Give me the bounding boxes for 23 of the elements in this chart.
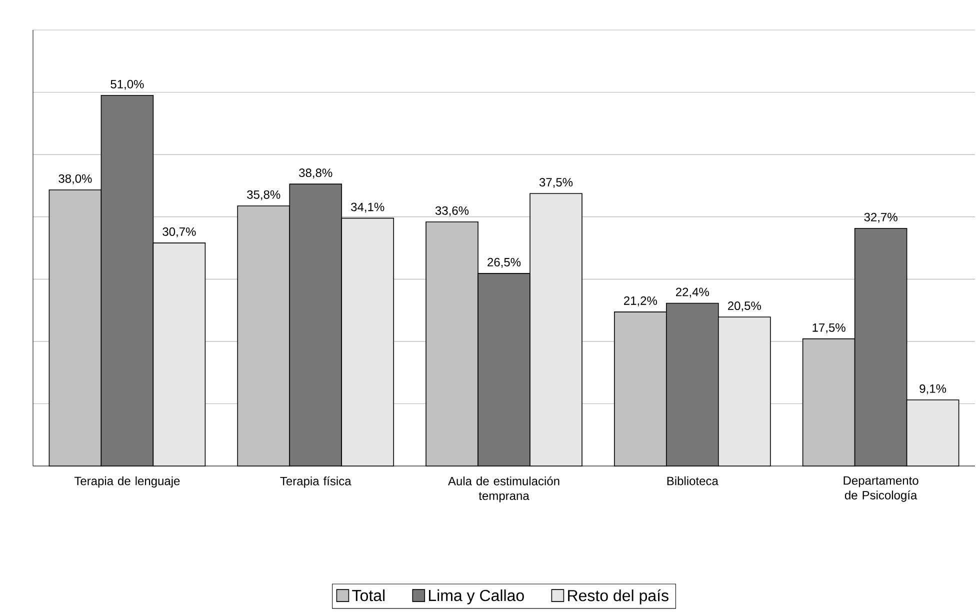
data-label: 30,7% — [162, 227, 196, 238]
data-label: 32,7% — [864, 212, 898, 223]
legend-label: Lima y Callao — [429, 589, 524, 604]
x-tick-label: Terapia física — [280, 476, 352, 488]
x-tick-label: Biblioteca — [667, 476, 718, 486]
x-tick-label: Aula de estimulación temprana — [448, 476, 560, 502]
legend-label: Resto del país — [568, 589, 668, 604]
legend-label: Total — [352, 589, 385, 602]
data-label: 20,5% — [728, 302, 761, 312]
x-tick-label: Departamento de Psicología — [844, 476, 918, 502]
x-tick-label: Terapia de lenguaje — [74, 476, 180, 488]
data-label: 21,2% — [624, 296, 657, 306]
data-label: 51,0% — [110, 80, 144, 90]
data-label: 38,8% — [299, 168, 332, 178]
data-label: 26,5% — [488, 258, 521, 268]
data-label: 17,5% — [812, 323, 846, 334]
data-label: 22,4% — [676, 288, 709, 298]
data-label: 33,6% — [435, 206, 469, 216]
data-label: 38,0% — [58, 174, 92, 184]
data-label: 34,1% — [351, 202, 384, 213]
data-label: 37,5% — [539, 178, 573, 188]
data-label: 35,8% — [247, 190, 280, 200]
data-label: 9,1% — [920, 384, 946, 394]
